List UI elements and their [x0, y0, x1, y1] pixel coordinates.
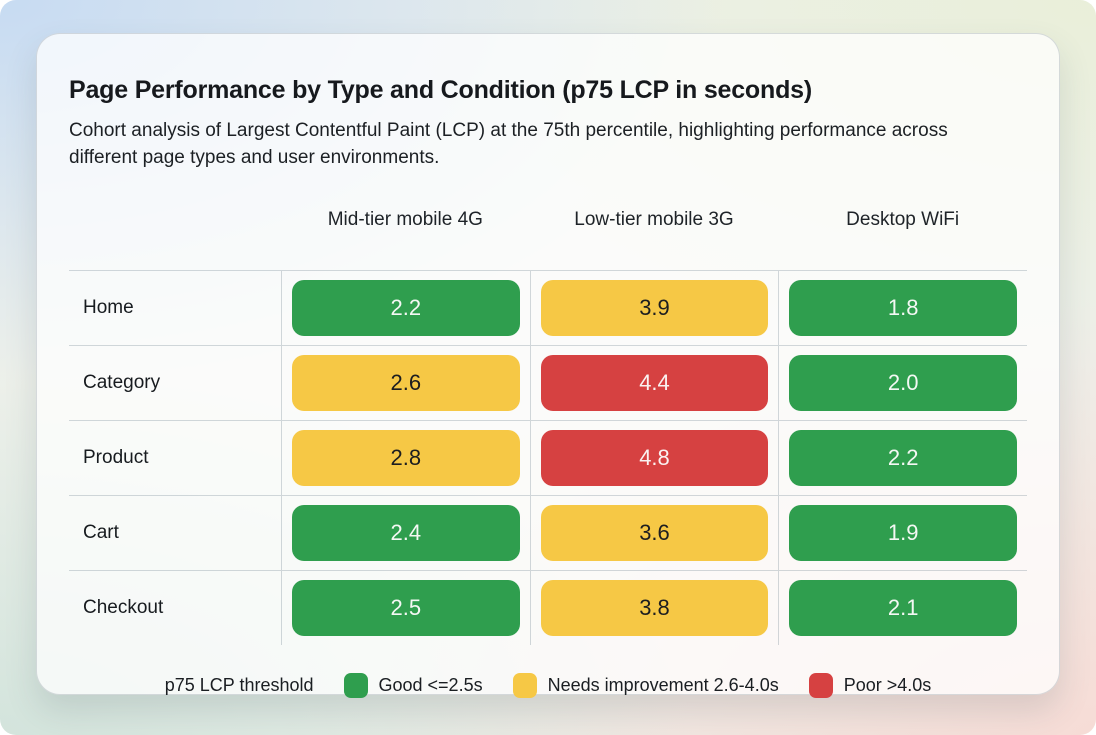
legend-item-label: Needs improvement 2.6-4.0s: [547, 674, 779, 695]
legend: p75 LCP threshold Good <=2.5s Needs impr…: [69, 645, 1027, 725]
row-label-cart: Cart: [69, 495, 281, 570]
heatmap-value-pill: 2.8: [292, 430, 520, 487]
heatmap-value-pill: 1.8: [789, 280, 1017, 337]
table-cell: 2.5: [281, 570, 530, 646]
row-label-checkout: Checkout: [69, 570, 281, 645]
legend-item-poor: Poor >4.0s: [808, 672, 932, 698]
column-header-low-tier-mobile-3g: Low-tier mobile 3G: [574, 209, 734, 231]
needs-improvement-swatch-icon: [512, 672, 537, 698]
heatmap-value-pill: 2.2: [789, 430, 1017, 487]
legend-item-label: Good <=2.5s: [378, 674, 483, 695]
row-label-product: Product: [69, 420, 281, 495]
table-cell: 3.9: [529, 270, 779, 346]
page-subtitle: Cohort analysis of Largest Contentful Pa…: [69, 120, 948, 169]
table-cell: 2.1: [778, 570, 1027, 646]
legend-item-label: Poor >4.0s: [843, 674, 932, 695]
good-swatch-icon: [343, 672, 368, 698]
row-label-category: Category: [69, 345, 281, 420]
column-header-desktop-wifi: Desktop WiFi: [846, 209, 960, 231]
table-cell: 2.0: [778, 345, 1027, 421]
heatmap-value-pill: 4.8: [540, 430, 769, 487]
legend-item-good: Good <=2.5s: [343, 672, 483, 698]
lcp-heatmap-table: Mid-tier mobile 4G Low-tier mobile 3G De…: [69, 195, 1027, 646]
column-header-mid-tier-mobile-4g: Mid-tier mobile 4G: [327, 209, 483, 231]
table-cell: 4.8: [529, 420, 779, 496]
table-cell: 2.2: [281, 270, 530, 346]
heatmap-value-pill: 3.9: [540, 280, 769, 337]
table-cell: 2.2: [778, 420, 1027, 496]
table-cell: 2.8: [281, 420, 530, 496]
table-cell: 4.4: [529, 345, 779, 421]
column-header-empty: [69, 195, 281, 245]
heatmap-value-pill: 2.4: [292, 505, 520, 562]
heatmap-value-pill: 2.1: [789, 580, 1017, 637]
heatmap-value-pill: 2.6: [292, 355, 520, 412]
page-title: Page Performance by Type and Condition (…: [69, 76, 812, 104]
heatmap-value-pill: 2.2: [292, 280, 520, 337]
heatmap-value-pill: 1.9: [789, 505, 1017, 562]
heatmap-value-pill: 3.6: [540, 505, 769, 562]
table-cell: 1.9: [778, 495, 1027, 571]
table-cell: 1.8: [778, 270, 1027, 346]
row-label-home: Home: [69, 270, 281, 345]
table-cell: 3.6: [529, 495, 779, 571]
performance-card: Page Performance by Type and Condition (…: [36, 33, 1060, 698]
heatmap-value-pill: 4.4: [540, 355, 769, 412]
heatmap-value-pill: 2.5: [292, 580, 520, 637]
table-cell: 2.4: [281, 495, 530, 571]
legend-title: p75 LCP threshold: [164, 674, 314, 695]
poor-swatch-icon: [808, 672, 833, 698]
table-cell: 2.6: [281, 345, 530, 421]
heatmap-value-pill: 3.8: [540, 580, 769, 637]
legend-item-needs-improvement: Needs improvement 2.6-4.0s: [512, 672, 779, 698]
heatmap-value-pill: 2.0: [789, 355, 1017, 412]
table-cell: 3.8: [529, 570, 779, 646]
